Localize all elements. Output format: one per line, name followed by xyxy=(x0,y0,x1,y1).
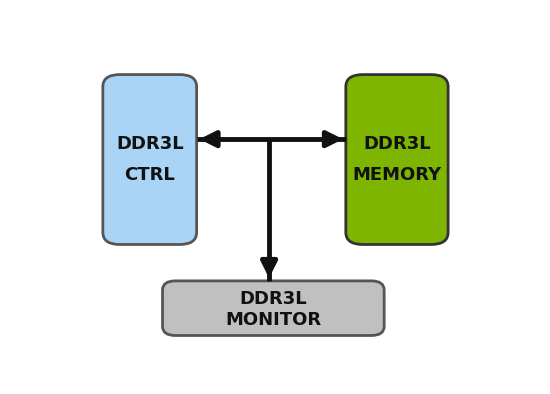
Text: CTRL: CTRL xyxy=(124,166,175,184)
Text: MONITOR: MONITOR xyxy=(226,311,321,329)
Text: DDR3L: DDR3L xyxy=(116,136,184,153)
FancyBboxPatch shape xyxy=(103,74,197,244)
Text: DDR3L: DDR3L xyxy=(240,290,307,308)
Text: DDR3L: DDR3L xyxy=(363,136,431,153)
Text: MEMORY: MEMORY xyxy=(353,166,442,184)
FancyBboxPatch shape xyxy=(163,281,384,336)
FancyBboxPatch shape xyxy=(346,74,448,244)
